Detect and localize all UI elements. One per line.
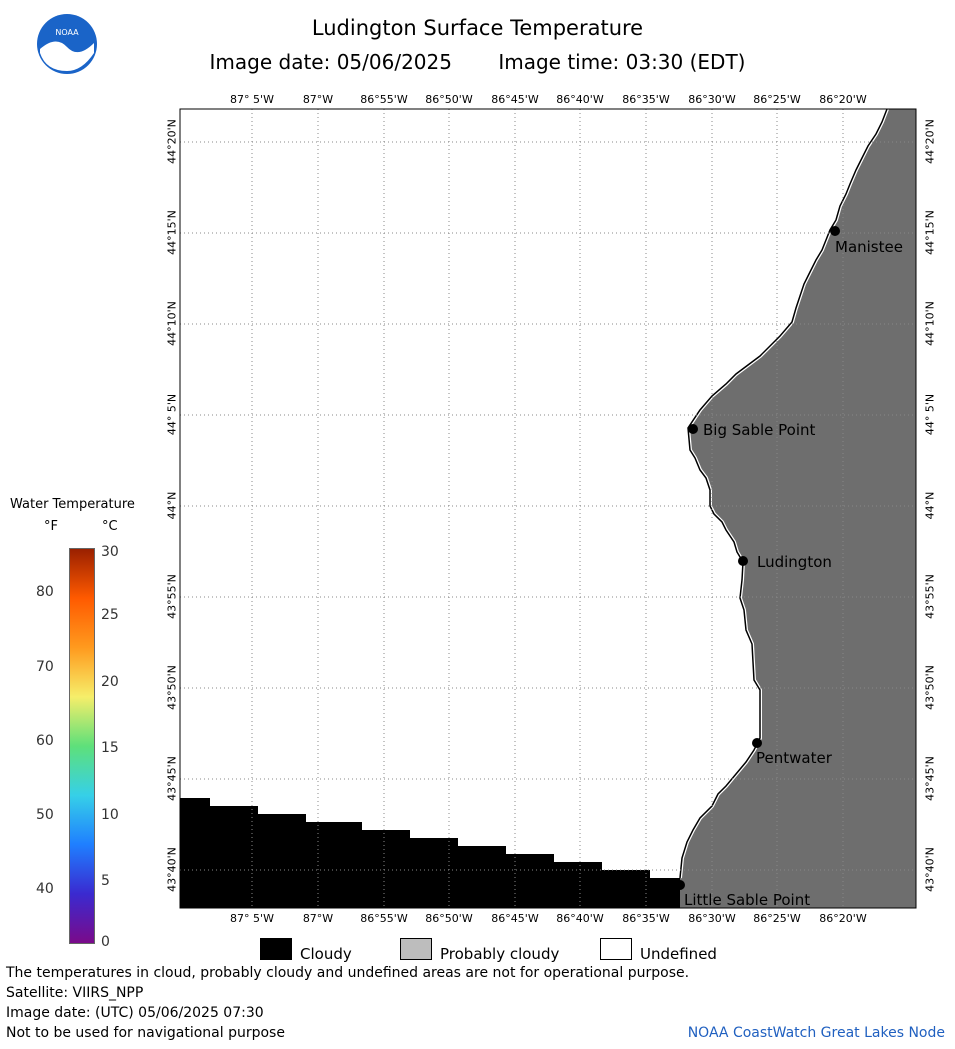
c-tick-label: 25: [101, 607, 119, 623]
f-tick-label: 60: [36, 733, 54, 749]
lat-label-right-7: 43°45'N: [923, 756, 937, 801]
lat-label-left-2: 44°10'N: [165, 301, 179, 346]
place-label-pentwater: Pentwater: [756, 749, 832, 767]
lon-label-top-6: 86°35'W: [622, 93, 670, 106]
lon-label-bottom-0: 87° 5'W: [230, 912, 274, 925]
lon-label-bottom-1: 87°W: [302, 912, 334, 925]
ludington-marker: [738, 556, 748, 566]
f-tick-label: 50: [36, 807, 54, 823]
unit-celsius: °C: [102, 519, 118, 534]
c-tick-label: 30: [101, 544, 119, 560]
image-time: Image time: 03:30 (EDT): [498, 50, 746, 74]
lon-label-bottom-6: 86°35'W: [622, 912, 670, 925]
lat-label-left-5: 43°55'N: [165, 574, 179, 619]
c-tick-label: 0: [101, 934, 110, 950]
lon-label-bottom-2: 86°55'W: [360, 912, 408, 925]
lon-label-top-5: 86°40'W: [556, 93, 604, 106]
cloud-area: [180, 798, 680, 908]
footer-utc-date: Image date: (UTC) 05/06/2025 07:30: [6, 1005, 264, 1021]
noaa-logo: NOAA: [37, 14, 97, 74]
lat-label-left-6: 43°50'N: [165, 665, 179, 710]
lat-label-left-7: 43°45'N: [165, 756, 179, 801]
place-label-little-sable-point: Little Sable Point: [684, 891, 811, 909]
image-datetime: Image date: 05/06/2025 Image time: 03:30…: [0, 50, 955, 74]
noaa-logo-text: NOAA: [55, 28, 79, 37]
lat-label-right-1: 44°15'N: [923, 210, 937, 255]
footer-note: The temperatures in cloud, probably clou…: [6, 965, 690, 981]
image-date: Image date: 05/06/2025: [209, 50, 452, 74]
key-cloudy-label: Cloudy: [300, 945, 352, 963]
place-markers: [675, 226, 840, 890]
lat-label-right-4: 44°N: [923, 491, 937, 520]
lon-label-top-0: 87° 5'W: [230, 93, 274, 106]
page-title: Ludington Surface Temperature: [311, 16, 644, 40]
lon-label-bottom-8: 86°25'W: [753, 912, 801, 925]
lat-label-left-4: 44°N: [165, 491, 179, 520]
footer-nav-warning: Not to be used for navigational purpose: [6, 1025, 285, 1041]
lat-label-right-5: 43°55'N: [923, 574, 937, 619]
c-tick-label: 20: [101, 674, 119, 690]
key-probably-cloudy-swatch: [400, 938, 432, 960]
unit-fahrenheit: °F: [44, 519, 58, 534]
place-label-big-sable-point: Big Sable Point: [703, 421, 816, 439]
lon-label-bottom-7: 86°30'W: [688, 912, 736, 925]
key-cloudy-swatch: [260, 938, 292, 960]
graticule: [180, 109, 916, 908]
lon-label-bottom-5: 86°40'W: [556, 912, 604, 925]
temperature-colorbar: [69, 548, 95, 944]
lat-label-left-0: 44°20'N: [165, 119, 179, 164]
key-undefined-label: Undefined: [640, 945, 717, 963]
footer-satellite: Satellite: VIIRS_NPP: [6, 985, 144, 1001]
lon-label-top-4: 86°45'W: [491, 93, 539, 106]
lat-label-left-8: 43°40'N: [165, 847, 179, 892]
lon-label-top-8: 86°25'W: [753, 93, 801, 106]
f-tick-label: 80: [36, 584, 54, 600]
legend-title: Water Temperature: [10, 497, 135, 512]
lon-label-bottom-3: 86°50'W: [425, 912, 473, 925]
key-probably-cloudy-label: Probably cloudy: [440, 945, 560, 963]
pentwater-marker: [752, 738, 762, 748]
lat-label-right-8: 43°40'N: [923, 847, 937, 892]
lon-label-bottom-4: 86°45'W: [491, 912, 539, 925]
land-area: [680, 109, 916, 908]
place-label-ludington: Ludington: [757, 553, 832, 571]
big-sable-point-marker: [688, 424, 698, 434]
place-label-manistee: Manistee: [835, 238, 903, 256]
f-tick-label: 70: [36, 659, 54, 675]
key-undefined-swatch: [600, 938, 632, 960]
manistee-marker: [830, 226, 840, 236]
lon-label-top-1: 87°W: [302, 93, 334, 106]
f-tick-label: 40: [36, 881, 54, 897]
lat-label-right-6: 43°50'N: [923, 665, 937, 710]
footer-credit: NOAA CoastWatch Great Lakes Node: [687, 1025, 945, 1041]
lat-label-left-1: 44°15'N: [165, 210, 179, 255]
lat-label-left-3: 44° 5'N: [165, 393, 179, 436]
lat-label-right-0: 44°20'N: [923, 119, 937, 164]
lat-label-right-3: 44° 5'N: [923, 393, 937, 436]
lat-label-right-2: 44°10'N: [923, 301, 937, 346]
c-tick-label: 10: [101, 807, 119, 823]
c-tick-label: 15: [101, 740, 119, 756]
lon-label-top-7: 86°30'W: [688, 93, 736, 106]
lon-label-bottom-9: 86°20'W: [819, 912, 867, 925]
lon-label-top-9: 86°20'W: [819, 93, 867, 106]
little-sable-point-marker: [675, 880, 685, 890]
lon-label-top-2: 86°55'W: [360, 93, 408, 106]
lon-label-top-3: 86°50'W: [425, 93, 473, 106]
c-tick-label: 5: [101, 873, 110, 889]
